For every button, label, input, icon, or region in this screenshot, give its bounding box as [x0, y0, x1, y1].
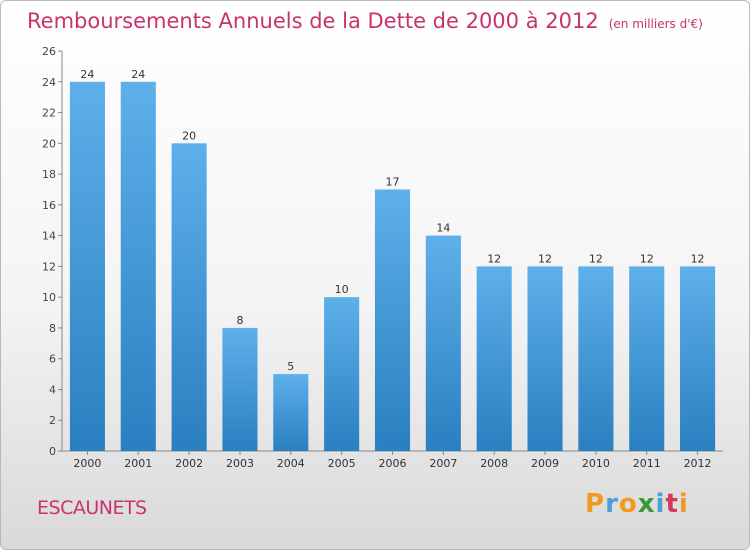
y-tick-label: 4 [49, 383, 56, 396]
x-tick-label: 2009 [531, 457, 559, 470]
bar-value-label: 8 [236, 314, 243, 327]
bars: 24 24 20 8 5 10 17 14 12 12 12 12 12 [69, 68, 716, 452]
x-tick-label: 2003 [226, 457, 254, 470]
chart-title: Remboursements Annuels de la Dette de 20… [27, 9, 703, 33]
bar-value-label: 12 [589, 252, 603, 265]
logo-letter: o [618, 489, 638, 519]
bar-value-label: 12 [538, 252, 552, 265]
bar [629, 266, 665, 451]
logo-letter: x [637, 489, 656, 519]
y-tick-label: 24 [42, 76, 56, 89]
bar-value-label: 24 [80, 68, 94, 81]
bar-value-label: 14 [436, 222, 450, 235]
bar-value-label: 12 [640, 252, 654, 265]
logo-letter: i [678, 489, 689, 519]
bar-value-label: 10 [335, 283, 349, 296]
proxiti-logo: Proxiti [585, 489, 689, 519]
x-tick-label: 2005 [328, 457, 356, 470]
y-tick-label: 20 [42, 137, 56, 150]
logo-letter: r [605, 489, 619, 519]
bar [476, 266, 512, 451]
bar [171, 143, 207, 452]
y-tick-label: 10 [42, 291, 56, 304]
x-tick-label: 2004 [277, 457, 305, 470]
x-tick-label: 2002 [175, 457, 203, 470]
bar [324, 297, 360, 451]
bar-value-label: 24 [131, 68, 145, 81]
x-tick-label: 2000 [73, 457, 101, 470]
x-tick-label: 2007 [429, 457, 457, 470]
y-tick-label: 8 [49, 322, 56, 335]
bar [578, 266, 614, 451]
y-tick-label: 18 [42, 168, 56, 181]
y-tick-label: 22 [42, 107, 56, 120]
chart-title-text: Remboursements Annuels de la Dette de 20… [27, 9, 599, 33]
y-tick-label: 0 [49, 445, 56, 458]
bar-value-label: 5 [287, 360, 294, 373]
x-tick-label: 2006 [379, 457, 407, 470]
y-tick-label: 16 [42, 199, 56, 212]
bar [222, 327, 258, 451]
x-tick-label: 2010 [582, 457, 610, 470]
x-tick-label: 2012 [684, 457, 712, 470]
bar-value-label: 17 [386, 175, 400, 188]
chart-unit: (en milliers d'€) [608, 17, 703, 31]
bar-value-label: 12 [691, 252, 705, 265]
commune-name: ESCAUNETS [37, 497, 147, 519]
bar-value-label: 12 [487, 252, 501, 265]
logo-letter: t [665, 489, 679, 519]
bar [680, 266, 716, 451]
bar [374, 189, 411, 451]
bar [69, 81, 105, 452]
x-tick-label: 2001 [124, 457, 152, 470]
y-tick-label: 14 [42, 230, 56, 243]
bar [425, 235, 461, 451]
y-tick-label: 26 [42, 45, 56, 58]
y-tick-label: 12 [42, 260, 56, 273]
bar [120, 81, 156, 452]
y-tick-label: 2 [49, 414, 56, 427]
x-tick-label: 2008 [480, 457, 508, 470]
logo-letter: i [655, 489, 666, 519]
y-tick-label: 6 [49, 353, 56, 366]
x-tick-label: 2011 [633, 457, 661, 470]
logo-letter: P [585, 489, 606, 519]
bar [527, 266, 563, 451]
bar [273, 374, 309, 451]
bar-value-label: 20 [182, 129, 196, 142]
